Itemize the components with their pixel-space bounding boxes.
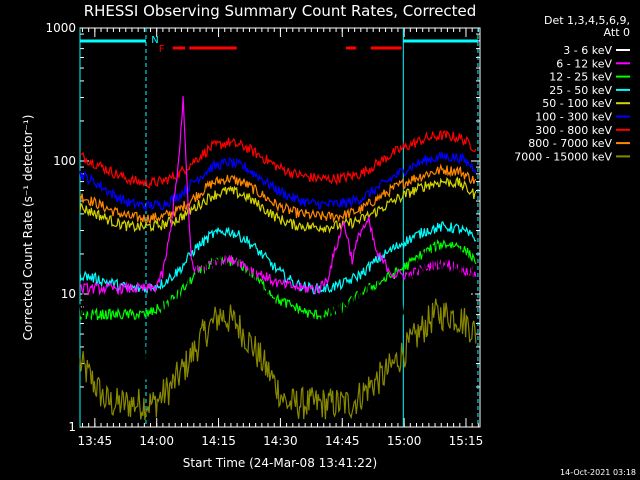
legend-entry-label: 25 - 50 keV: [549, 84, 612, 97]
y-tick-label: 1: [68, 420, 76, 434]
x-tick-label: 14:00: [139, 434, 174, 448]
plot-axes: 1 10 100 1000 13:45 14:00 14:15 14:30 14:45 15:00…: [21, 21, 483, 448]
footer-timestamp: 14-Oct-2021 03:18: [560, 468, 636, 477]
legend-entry-label: 50 - 100 keV: [542, 97, 612, 110]
legend-header-line: Att 0: [604, 26, 630, 39]
x-tick-label: 14:15: [201, 434, 236, 448]
legend-entry-label: 7000 - 15000 keV: [514, 150, 612, 163]
data-series: [79, 96, 477, 421]
y-axis-label: Corrected Count Rate (s⁻¹ detector⁻¹): [21, 115, 35, 341]
series-line-3-6-kev: [79, 243, 477, 386]
series-line-7000-15000-kev: [79, 298, 477, 421]
legend-entry-label: 3 - 6 keV: [563, 44, 612, 57]
series-line-6-12-kev: [79, 96, 477, 297]
series-line-800-7000-kev: [79, 163, 477, 226]
x-tick-label: 13:45: [78, 434, 113, 448]
y-tick-label: 100: [53, 154, 76, 168]
series-line-50-100-kev: [79, 176, 477, 234]
legend-entry-label: 12 - 25 keV: [549, 71, 612, 84]
legend-entry-label: 800 - 7000 keV: [528, 137, 612, 150]
x-axis-label: Start Time (24-Mar-08 13:41:22): [183, 456, 377, 470]
y-tick-label: 1000: [45, 21, 76, 35]
x-tick-label: 15:00: [387, 434, 422, 448]
flare-flag-label: F: [159, 44, 165, 55]
chart-title: RHESSI Observing Summary Count Rates, Co…: [84, 2, 477, 20]
series-line-300-800-kev: [79, 130, 477, 190]
x-tick-label: 15:15: [449, 434, 484, 448]
night-flag-label: N: [151, 35, 158, 46]
legend-entry-label: 6 - 12 keV: [556, 57, 612, 70]
legend-entry-label: 100 - 300 keV: [535, 111, 612, 124]
y-tick-label: 10: [61, 287, 76, 301]
series-line-12-25-kev: [79, 239, 477, 321]
x-tick-label: 14:30: [263, 434, 298, 448]
legend-entry-label: 300 - 800 keV: [535, 124, 612, 137]
series-line-100-300-kev: [79, 151, 477, 211]
x-tick-label: 14:45: [325, 434, 360, 448]
legend-header-line: Det 1,3,4,5,6,9,: [544, 14, 630, 27]
